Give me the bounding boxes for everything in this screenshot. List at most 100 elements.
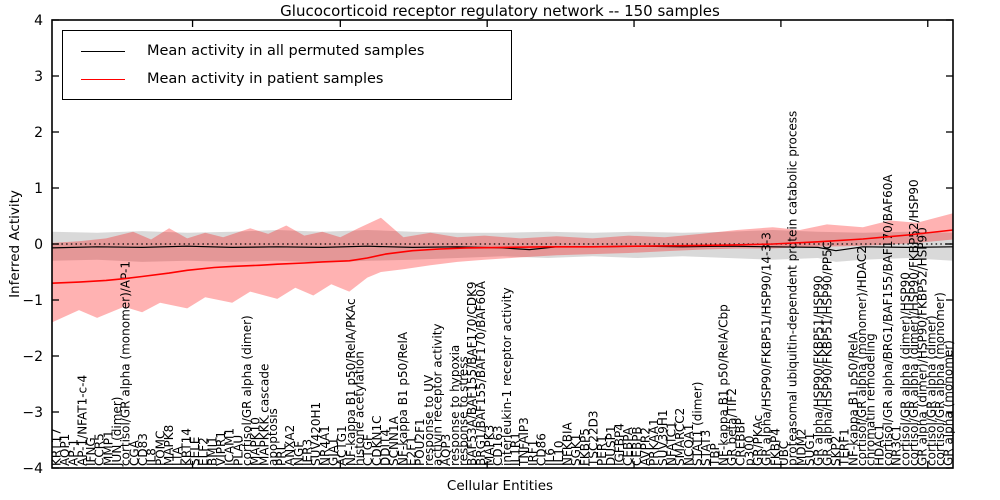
series-line-0 bbox=[51, 245, 954, 252]
x-tick-label: SCNN1A bbox=[387, 415, 401, 466]
legend-line-red bbox=[81, 78, 125, 80]
y-tick-label: −4 bbox=[22, 461, 43, 477]
legend-item-patient: Mean activity in patient samples bbox=[63, 65, 511, 93]
x-tick-label: CEBPA bbox=[621, 426, 635, 466]
x-tick-label: response to UV bbox=[422, 374, 436, 466]
x-tick-label: SMARCC2 bbox=[673, 408, 687, 466]
x-tick-label: TERF1 bbox=[838, 428, 852, 467]
x-tick-label: MMP1 bbox=[101, 430, 115, 466]
x-tick-label: GR alpha/HSP90/FKBP51/HSP90/PP5C bbox=[820, 241, 834, 466]
x-tick-label: PRKAA1 bbox=[647, 418, 661, 466]
x-tick-label: PER1 bbox=[595, 435, 609, 466]
x-tick-label: GR alpha/HSP90/FKBP51/HSP90 bbox=[812, 275, 826, 466]
x-tick-label: KRT14 bbox=[179, 428, 193, 466]
x-axis-label: Cellular Entities bbox=[446, 478, 554, 494]
x-tick-label: GR alpha (dimer)/HSP90/FKBP52/HSP90 bbox=[916, 227, 930, 466]
legend-label-patient: Mean activity in patient samples bbox=[147, 71, 384, 87]
x-tick-label: activin receptor activity bbox=[431, 323, 445, 466]
x-tick-label: chromatin remodeling bbox=[864, 333, 878, 466]
x-tick-label: cortisol/GR alpha (dimer) bbox=[924, 315, 938, 466]
y-axis-label: Inferred Activity bbox=[7, 190, 23, 298]
x-tick-label: NF-kappa B1 p50/RelA bbox=[846, 331, 860, 466]
x-tick-label: SUG1 bbox=[803, 433, 817, 466]
x-tick-label: PRL bbox=[275, 443, 289, 466]
y-tick-label: 0 bbox=[34, 237, 43, 253]
legend-item-permuted: Mean activity in all permuted samples bbox=[63, 37, 511, 65]
x-tick-label: ELF2 bbox=[197, 437, 211, 466]
x-tick-label: POMC bbox=[153, 431, 167, 466]
x-tick-label: proteasomal ubiquitin-dependent protein … bbox=[786, 111, 800, 466]
x-tick-label: SELE bbox=[188, 437, 202, 466]
x-tick-label: SGK1 bbox=[569, 434, 583, 466]
x-tick-label: BAF53A/BAF155/BAF170/CDK9 bbox=[465, 281, 479, 466]
x-tick-label: LTA bbox=[171, 446, 185, 466]
x-tick-label: MAPKKK cascade bbox=[257, 364, 271, 466]
x-tick-label: AQP1 bbox=[58, 434, 72, 466]
x-tick-label: IER3 bbox=[301, 439, 315, 466]
x-tick-label: SUV39H1 bbox=[656, 409, 670, 466]
x-tick-label: histone acetylation bbox=[353, 351, 367, 466]
x-tick-label: IL6 bbox=[543, 448, 557, 466]
x-tick-label: CCR5 bbox=[93, 433, 107, 466]
x-tick-label: p300 bbox=[742, 435, 756, 466]
y-tick-label: 3 bbox=[34, 69, 43, 85]
band-series-0 bbox=[52, 230, 953, 263]
y-tick-label: 2 bbox=[34, 125, 43, 141]
x-tick-label: GR/PKAc bbox=[751, 415, 765, 466]
x-tick-label: CREBBP bbox=[734, 418, 748, 466]
x-tick-label: GR alpha/HSP90/FKBP51/HSP90/14-3-3 bbox=[760, 232, 774, 466]
x-tick-label: cortisol/GR alpha (dimer)/HSP90 bbox=[898, 272, 912, 466]
x-tick-label: NFATC1 bbox=[664, 421, 678, 466]
x-tick-label: ANXA2 bbox=[283, 425, 297, 466]
x-tick-label: NF-kappa B1 p50/RelA/PKAc bbox=[344, 298, 358, 466]
x-tick-label: CD163 bbox=[491, 425, 505, 466]
x-tick-label: NCOA1 bbox=[682, 424, 696, 466]
chart-title: Glucocorticoid receptor regulatory netwo… bbox=[280, 2, 720, 20]
x-tick-label: cortisol/GR alpha/BRG1/BAF155/BAF170/BAF… bbox=[881, 174, 895, 466]
x-tick-label: DUSP1 bbox=[604, 425, 618, 466]
x-tick-label: IGFBP4 bbox=[613, 423, 627, 466]
x-tick-label: NFKBIA bbox=[561, 421, 575, 466]
y-tick-label: −2 bbox=[22, 349, 43, 365]
legend-line-black bbox=[81, 50, 125, 52]
x-tick-label: GR beta/TIF2 bbox=[725, 388, 739, 466]
x-tick-label: apoptosis bbox=[266, 408, 280, 466]
x-tick-label: AVPR2 bbox=[638, 427, 652, 466]
x-tick-label: IFNG bbox=[84, 437, 98, 466]
x-tick-label: HDAC1 bbox=[872, 424, 886, 466]
x-tick-label: CDKN1C bbox=[370, 416, 384, 466]
x-tick-label: SKP2 bbox=[829, 436, 843, 466]
x-tick-label: BRG1/BAF155/BAF170/BAF60A bbox=[474, 280, 488, 466]
x-tick-label: cortisol/GR alpha (monomer) bbox=[933, 292, 947, 466]
x-tick-label: BMI1 bbox=[205, 436, 219, 466]
y-tick-label: −3 bbox=[22, 405, 43, 421]
x-tick-label: MDM2 bbox=[794, 428, 808, 466]
x-tick-label: VIPR1 bbox=[214, 431, 228, 466]
x-tick-label: DDIT4 bbox=[379, 429, 393, 466]
x-tick-label: response to stress bbox=[457, 356, 471, 466]
series-line-1 bbox=[51, 229, 954, 284]
x-tick-label: FKBP4 bbox=[768, 428, 782, 466]
x-tick-label: SUV420H1 bbox=[309, 402, 323, 466]
x-tick-label: CEBPB bbox=[630, 426, 644, 466]
x-tick-label: FKBP5 bbox=[578, 428, 592, 466]
y-tick-label: 4 bbox=[34, 13, 43, 29]
x-tick-label: CGA bbox=[127, 439, 141, 466]
x-tick-label: NF-kappa B1 p50/RelA/Cbp bbox=[716, 304, 730, 466]
x-tick-label: NGF bbox=[292, 441, 306, 466]
x-tick-label: ICAM1 bbox=[223, 428, 237, 466]
x-tick-label: CD83 bbox=[136, 433, 150, 466]
x-tick-label: CD86 bbox=[535, 433, 549, 466]
legend-label-permuted: Mean activity in all permuted samples bbox=[147, 43, 425, 59]
x-tick-label: CTGF bbox=[361, 434, 375, 466]
x-tick-label: IL8 bbox=[145, 448, 159, 466]
x-tick-label: cortisol/GR alpha (monomer)/HDAC2 bbox=[855, 246, 869, 466]
x-tick-label: UBC bbox=[777, 441, 791, 466]
x-tick-label: TSC22D3 bbox=[587, 411, 601, 467]
x-tick-label: interleukin-1 receptor activity bbox=[500, 287, 514, 466]
legend: Mean activity in all permuted samples Me… bbox=[62, 30, 512, 100]
x-tick-label: cortisol/GR alpha (monomer)/AP-1 bbox=[119, 261, 133, 466]
x-tick-label: MAPK10 bbox=[249, 417, 263, 466]
